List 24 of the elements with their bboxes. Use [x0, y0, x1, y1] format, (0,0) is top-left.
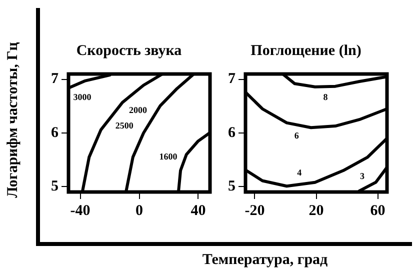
x-tick-label: -40: [70, 202, 90, 219]
y-tick-label: 6: [51, 124, 59, 141]
x-tick-label: 20: [308, 202, 324, 219]
y-tick-label: 5: [228, 178, 236, 195]
y-tick-label: 7: [51, 71, 59, 88]
x-axis-title: Температура, град: [201, 252, 329, 269]
x-tick-label: 0: [136, 202, 143, 219]
series-label: 2000: [129, 105, 148, 116]
y-tick-label: 5: [51, 178, 58, 195]
x-tick-label: 60: [370, 202, 386, 219]
series-label: 4: [297, 167, 302, 178]
series-label: 8: [323, 92, 328, 102]
series-label: 3: [360, 170, 365, 181]
x-tick-label: -20: [244, 202, 265, 219]
series-label: 6: [294, 130, 300, 141]
y-tick-label: 6: [228, 124, 236, 141]
x-tick-label: 40: [190, 202, 206, 219]
series-label: 2500: [115, 120, 134, 130]
series-label: 3000: [73, 92, 92, 102]
chart-title: Скорость звука: [76, 42, 182, 59]
y-axis-title: Логарифм частоты, Гц: [5, 41, 22, 200]
chart-title: Поглощение (ln): [250, 42, 362, 59]
y-tick-label: 7: [228, 71, 236, 88]
series-label: 1600: [159, 151, 178, 162]
